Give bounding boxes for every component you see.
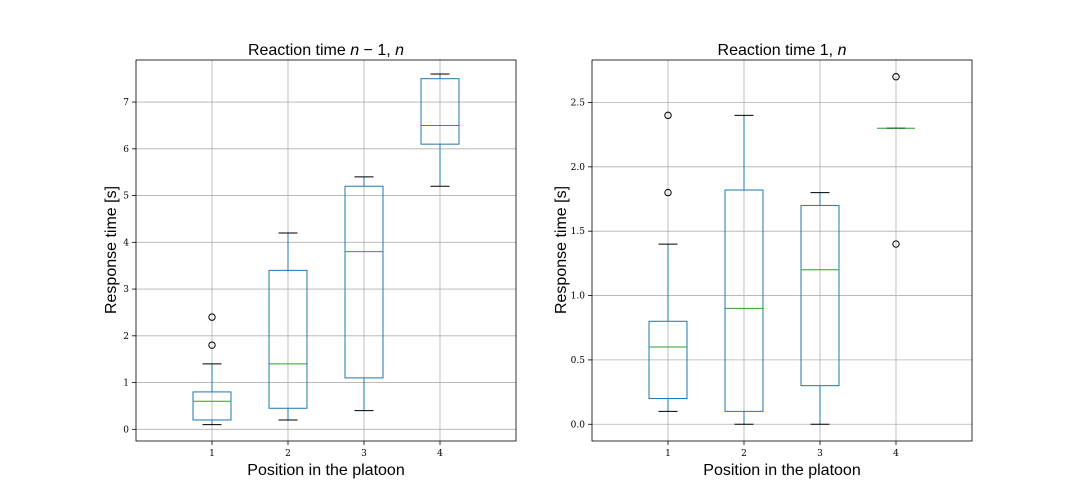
- iqr-box: [268, 269, 308, 409]
- x-tick-label: 1: [665, 449, 671, 459]
- y-tick-label: 1.5: [571, 227, 586, 237]
- y-tick-label: 1.0: [571, 292, 586, 302]
- box-2: [724, 114, 764, 425]
- ticks: 0 1 2 3 4 5 6 7 1 2 3 4: [123, 98, 443, 459]
- x-tick-label: 2: [741, 449, 747, 459]
- plot-frame: [135, 59, 517, 442]
- chart-title: Reaction time n − 1, n: [248, 42, 404, 59]
- chart-left: Reaction time n − 1, n Position in the p…: [103, 42, 517, 479]
- y-tick-label: 0.5: [571, 356, 586, 366]
- iqr-box: [192, 391, 232, 421]
- iqr-box: [344, 185, 384, 379]
- x-tick-label: 2: [285, 449, 291, 459]
- chart-title: Reaction time 1, n: [718, 42, 847, 59]
- y-tick-label: 7: [123, 98, 129, 108]
- outlier-point: [892, 240, 900, 248]
- plot-frame: [591, 59, 973, 442]
- box-3: [344, 176, 384, 412]
- box-3: [800, 192, 840, 425]
- box-1: [648, 111, 688, 412]
- x-axis-label: Position in the platoon: [703, 462, 860, 479]
- box-4: [877, 73, 915, 248]
- x-tick-label: 1: [209, 449, 215, 459]
- y-tick-label: 6: [123, 145, 129, 155]
- y-tick-label: 4: [123, 238, 129, 248]
- x-tick-label: 4: [437, 449, 443, 459]
- box-plots: [648, 73, 915, 425]
- x-tick-label: 3: [817, 449, 823, 459]
- y-tick-label: 3: [123, 285, 129, 295]
- outlier-point: [208, 313, 216, 321]
- x-axis-label: Position in the platoon: [247, 462, 404, 479]
- y-tick-label: 0.0: [571, 420, 586, 430]
- y-tick-label: 2.0: [571, 163, 586, 173]
- box-1: [192, 313, 232, 426]
- y-tick-label: 5: [123, 192, 129, 202]
- x-tick-label: 3: [361, 449, 367, 459]
- chart-right: Reaction time 1, n Position in the plato…: [553, 42, 973, 479]
- iqr-box: [420, 78, 460, 145]
- ticks: 0.0 0.5 1.0 1.5 2.0 2.5 1 2 3 4: [571, 98, 899, 459]
- y-tick-label: 1: [123, 379, 129, 389]
- y-axis-label: Response time [s]: [103, 186, 120, 314]
- y-tick-label: 0: [123, 425, 129, 435]
- outlier-point: [208, 341, 216, 349]
- iqr-box: [800, 204, 840, 387]
- grid: [136, 60, 516, 441]
- y-axis-label: Response time [s]: [553, 186, 570, 314]
- box-plots: [192, 73, 460, 426]
- iqr-box: [724, 189, 764, 412]
- outlier-point: [664, 111, 672, 120]
- y-tick-label: 2.5: [571, 98, 586, 108]
- y-tick-label: 2: [123, 332, 129, 342]
- outlier-point: [892, 73, 900, 81]
- iqr-box: [648, 320, 688, 400]
- outlier-point: [664, 188, 672, 197]
- box-4: [420, 73, 460, 187]
- x-tick-label: 4: [893, 449, 899, 459]
- box-2: [268, 232, 308, 421]
